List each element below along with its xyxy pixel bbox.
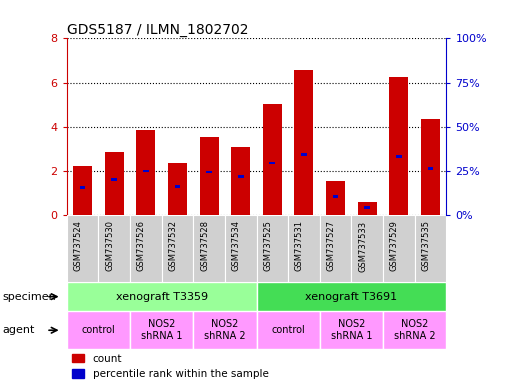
Bar [105, 152, 124, 215]
Bar [320, 215, 351, 282]
Bar [320, 311, 383, 349]
Bar [206, 170, 212, 173]
Bar [193, 215, 225, 282]
Bar [238, 175, 244, 178]
Bar [256, 282, 446, 311]
Bar [326, 181, 345, 215]
Bar [73, 167, 92, 215]
Bar [288, 215, 320, 282]
Bar [333, 195, 339, 198]
Bar [193, 311, 256, 349]
Text: control: control [271, 325, 305, 335]
Bar [200, 137, 219, 215]
Bar [256, 311, 320, 349]
Bar [294, 70, 313, 215]
Bar [256, 215, 288, 282]
Bar [98, 215, 130, 282]
Bar [358, 202, 377, 215]
Bar [383, 215, 415, 282]
Text: agent: agent [3, 325, 35, 335]
Bar [269, 162, 275, 164]
Text: GSM737529: GSM737529 [390, 220, 399, 271]
Bar [174, 185, 180, 188]
Text: GSM737531: GSM737531 [295, 220, 304, 271]
Legend: count, percentile rank within the sample: count, percentile rank within the sample [72, 354, 269, 379]
Bar [130, 311, 193, 349]
Text: NOS2
shRNA 2: NOS2 shRNA 2 [394, 319, 436, 341]
Text: GDS5187 / ILMN_1802702: GDS5187 / ILMN_1802702 [67, 23, 248, 37]
Bar [136, 130, 155, 215]
Text: GSM737528: GSM737528 [200, 220, 209, 271]
Bar [130, 215, 162, 282]
Text: GSM737527: GSM737527 [327, 220, 336, 271]
Text: GSM737532: GSM737532 [168, 220, 177, 271]
Bar [263, 104, 282, 215]
Bar [351, 215, 383, 282]
Bar [364, 206, 370, 209]
Text: GSM737524: GSM737524 [73, 220, 83, 271]
Bar [231, 147, 250, 215]
Text: control: control [82, 325, 115, 335]
Text: NOS2
shRNA 1: NOS2 shRNA 1 [141, 319, 182, 341]
Text: NOS2
shRNA 1: NOS2 shRNA 1 [331, 319, 372, 341]
Bar [67, 282, 256, 311]
Text: GSM737534: GSM737534 [232, 220, 241, 271]
Bar [225, 215, 256, 282]
Bar [383, 311, 446, 349]
Bar [428, 167, 433, 170]
Text: GSM737533: GSM737533 [358, 220, 367, 271]
Bar [396, 155, 402, 158]
Text: GSM737535: GSM737535 [422, 220, 430, 271]
Bar [162, 215, 193, 282]
Text: GSM737530: GSM737530 [105, 220, 114, 271]
Bar [168, 163, 187, 215]
Bar [143, 170, 149, 172]
Text: GSM737526: GSM737526 [137, 220, 146, 271]
Text: specimen: specimen [3, 291, 56, 302]
Bar [301, 153, 307, 156]
Text: NOS2
shRNA 2: NOS2 shRNA 2 [204, 319, 246, 341]
Bar [111, 179, 117, 181]
Bar [421, 119, 440, 215]
Bar [389, 77, 408, 215]
Bar [415, 215, 446, 282]
Bar [80, 186, 85, 189]
Bar [67, 311, 130, 349]
Bar [67, 215, 98, 282]
Text: xenograft T3691: xenograft T3691 [305, 291, 398, 302]
Text: GSM737525: GSM737525 [263, 220, 272, 271]
Text: xenograft T3359: xenograft T3359 [115, 291, 208, 302]
